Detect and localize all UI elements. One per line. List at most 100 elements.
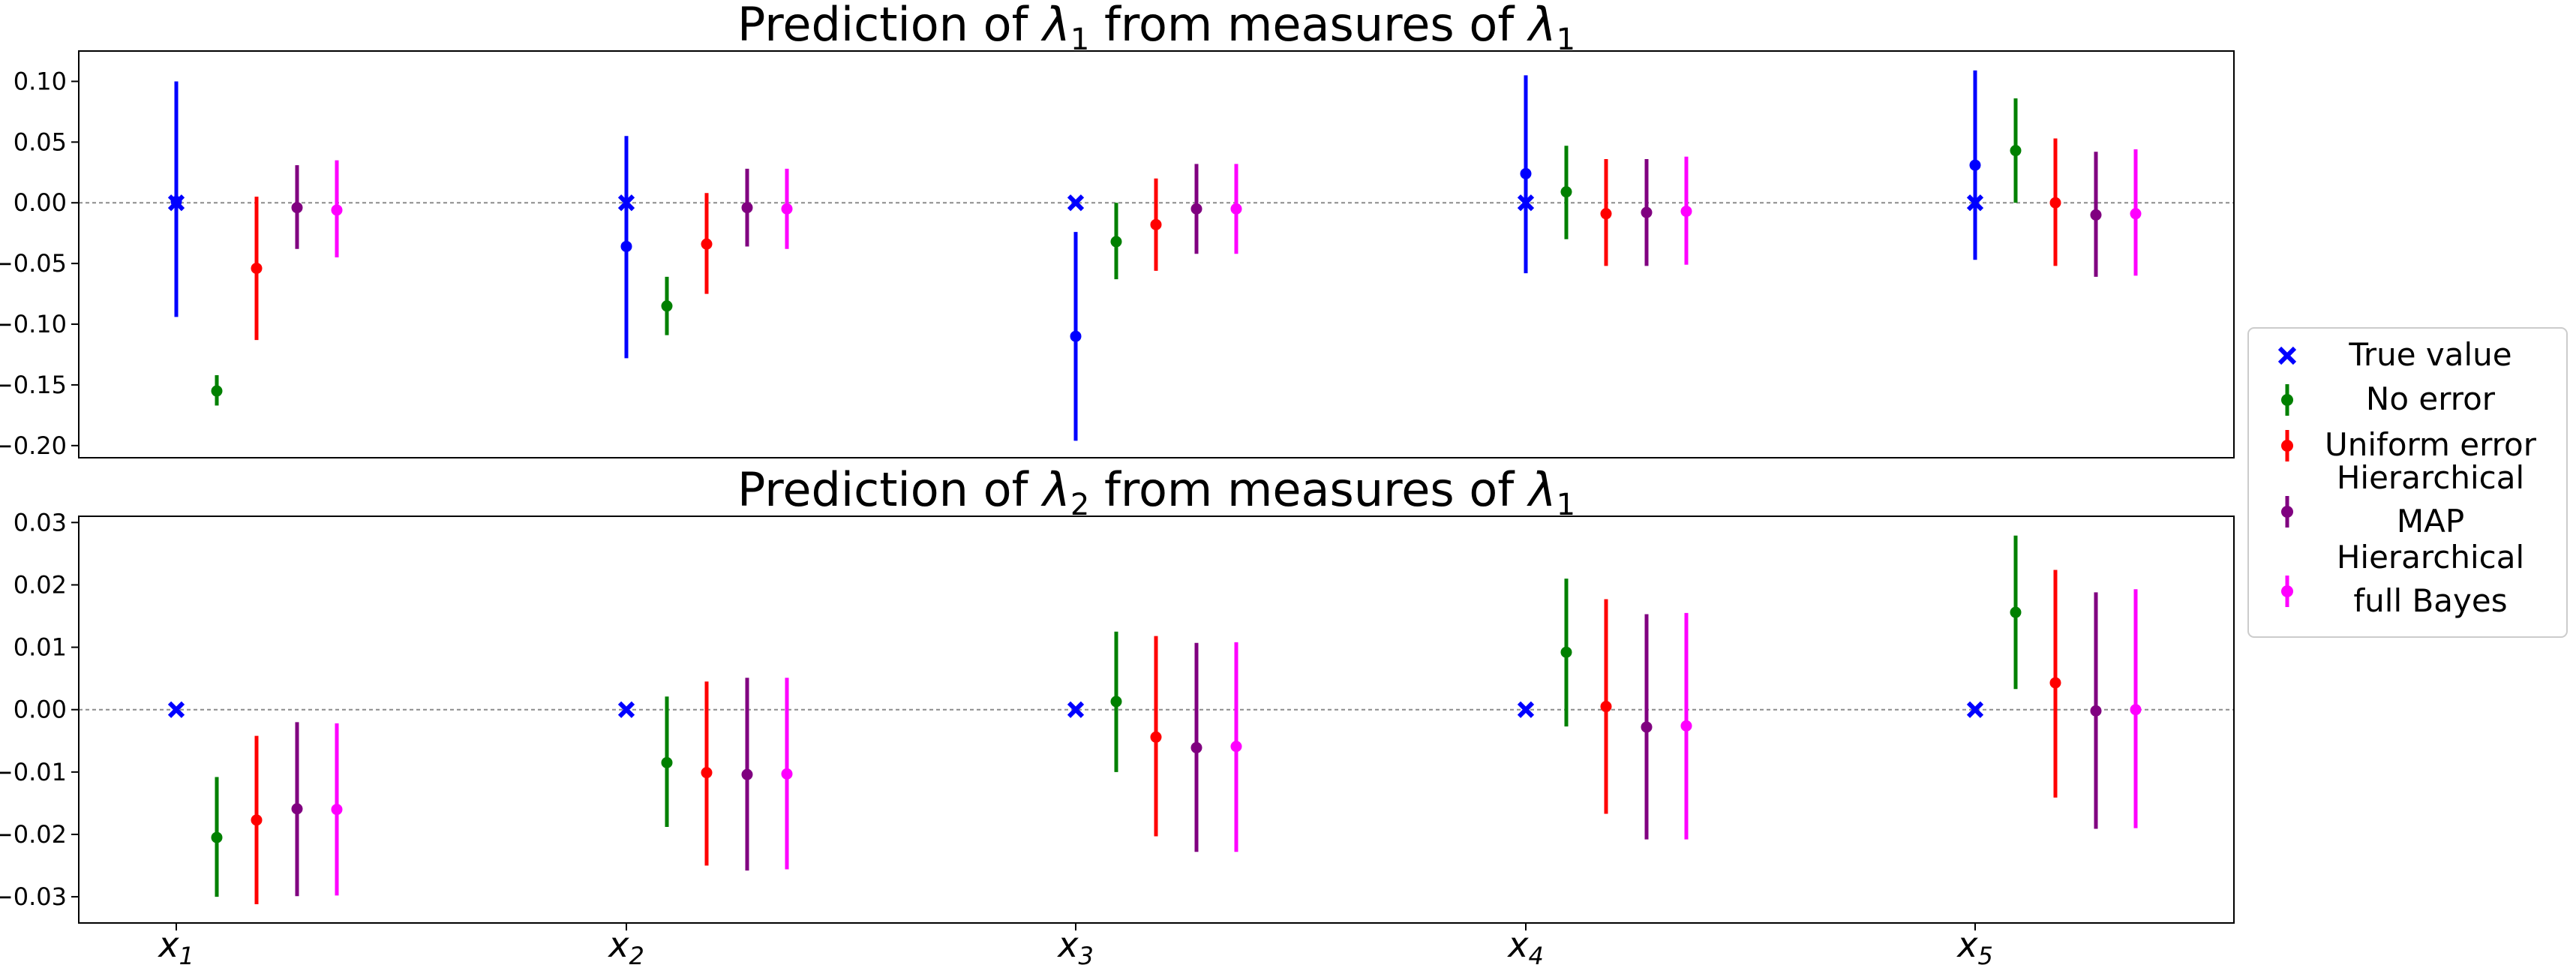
data-point — [1230, 741, 1242, 753]
legend-label: Hierarchical — [2337, 539, 2524, 576]
legend-marker — [2281, 394, 2293, 406]
data-point — [1641, 206, 1653, 218]
chart-title-1: Prediction of λ1 from measures of λ1 — [737, 0, 1575, 57]
errorbar-point — [2130, 589, 2142, 828]
data-point — [1680, 206, 1692, 218]
errorbar-point — [2049, 570, 2061, 798]
errorbar-point — [2090, 592, 2102, 829]
y-tick-label: −0.01 — [0, 758, 67, 786]
errorbar-point — [741, 168, 753, 247]
data-point — [1070, 330, 1082, 342]
data-point — [1600, 701, 1612, 713]
data-point — [2130, 704, 2142, 716]
errorbar-point — [291, 722, 303, 897]
y-tick-label: −0.05 — [0, 249, 67, 278]
data-point — [2130, 208, 2142, 220]
data-point — [291, 202, 303, 214]
errorbar-point — [620, 136, 632, 359]
data-point — [2090, 209, 2102, 221]
legend-label: MAP — [2397, 503, 2464, 540]
y-tick-label: 0.00 — [14, 188, 67, 217]
errorbar-point — [211, 777, 223, 897]
y-tick-label: 0.05 — [14, 128, 67, 156]
errorbar-point — [1641, 614, 1653, 840]
legend-item: Hierarchical MAP — [2281, 459, 2524, 540]
data-point — [781, 768, 793, 780]
errorbar-point — [1680, 156, 1692, 265]
errorbar-point — [1560, 579, 1572, 727]
legend-label: True value — [2348, 336, 2511, 373]
errorbar-point — [2130, 149, 2142, 276]
true-value-marker — [617, 701, 635, 718]
errorbar-point — [251, 735, 263, 905]
errorbar-point — [1230, 642, 1242, 852]
x-tick-label: x2 — [607, 924, 644, 968]
data-point — [211, 831, 223, 843]
x-tick-label: x1 — [157, 924, 194, 968]
errorbar-point — [1230, 164, 1242, 254]
data-point — [661, 756, 673, 768]
y-tick-label: 0.00 — [14, 696, 67, 724]
legend-item: Hierarchical full Bayes — [2281, 539, 2524, 619]
axes-frame — [78, 50, 2235, 458]
data-point — [1680, 720, 1692, 732]
legend-marker — [2277, 346, 2297, 365]
legend-item: No error — [2281, 380, 2496, 417]
data-point — [291, 803, 303, 815]
errorbar-point — [1600, 599, 1612, 814]
data-point — [741, 202, 753, 214]
data-point — [2049, 677, 2061, 689]
y-tick-label: −0.02 — [0, 820, 67, 849]
errorbar-point — [1600, 158, 1612, 266]
errorbar-point — [251, 197, 263, 341]
errorbar-point — [1190, 642, 1202, 852]
chart-panel-2: 0.03 0.02 0.01 0.00 −0.01 −0.02 −0.03 — [0, 508, 2235, 924]
data-point — [211, 385, 223, 397]
errorbar-point — [2010, 535, 2022, 690]
data-point — [331, 804, 343, 816]
true-value-marker — [1966, 701, 1984, 718]
legend-label: full Bayes — [2353, 582, 2507, 619]
data-point — [701, 238, 713, 250]
errorbar-point — [1070, 232, 1082, 441]
legend-label: Uniform error — [2325, 426, 2537, 463]
errorbar-point — [331, 160, 343, 258]
errorbar-point — [781, 678, 793, 870]
errorbar-point — [1110, 203, 1122, 280]
data-point — [1190, 203, 1202, 215]
y-tick-label: −0.10 — [0, 310, 67, 338]
errorbar-point — [2090, 152, 2102, 277]
y-tick-label: −0.03 — [0, 882, 67, 911]
legend-marker — [2281, 506, 2293, 518]
true-value-marker — [167, 701, 185, 718]
y-tick-label: −0.20 — [0, 431, 67, 460]
data-point — [1520, 167, 1532, 179]
axes-frame — [78, 516, 2235, 924]
errorbar-point — [661, 276, 673, 335]
data-point — [1110, 236, 1122, 248]
y-tick-label: 0.03 — [14, 508, 67, 537]
data-point — [2010, 145, 2022, 157]
x-tick-label: x4 — [1506, 924, 1544, 968]
errorbar-point — [1641, 158, 1653, 266]
data-point — [251, 814, 263, 826]
data-point — [331, 204, 343, 216]
y-tick-label: 0.02 — [14, 570, 67, 599]
data-point — [701, 767, 713, 779]
data-point — [781, 203, 793, 215]
errorbar-point — [291, 165, 303, 249]
errorbar-point — [781, 168, 793, 249]
true-value-marker — [1067, 194, 1085, 212]
y-tick-label: −0.15 — [0, 371, 67, 399]
legend-label: No error — [2366, 380, 2496, 417]
data-point — [1190, 741, 1202, 753]
true-value-marker — [1517, 701, 1535, 718]
data-point — [170, 196, 182, 208]
errorbar-point — [661, 696, 673, 827]
data-point — [251, 263, 263, 275]
data-point — [1110, 696, 1122, 708]
errorbar-point — [2010, 98, 2022, 203]
data-point — [741, 768, 753, 780]
